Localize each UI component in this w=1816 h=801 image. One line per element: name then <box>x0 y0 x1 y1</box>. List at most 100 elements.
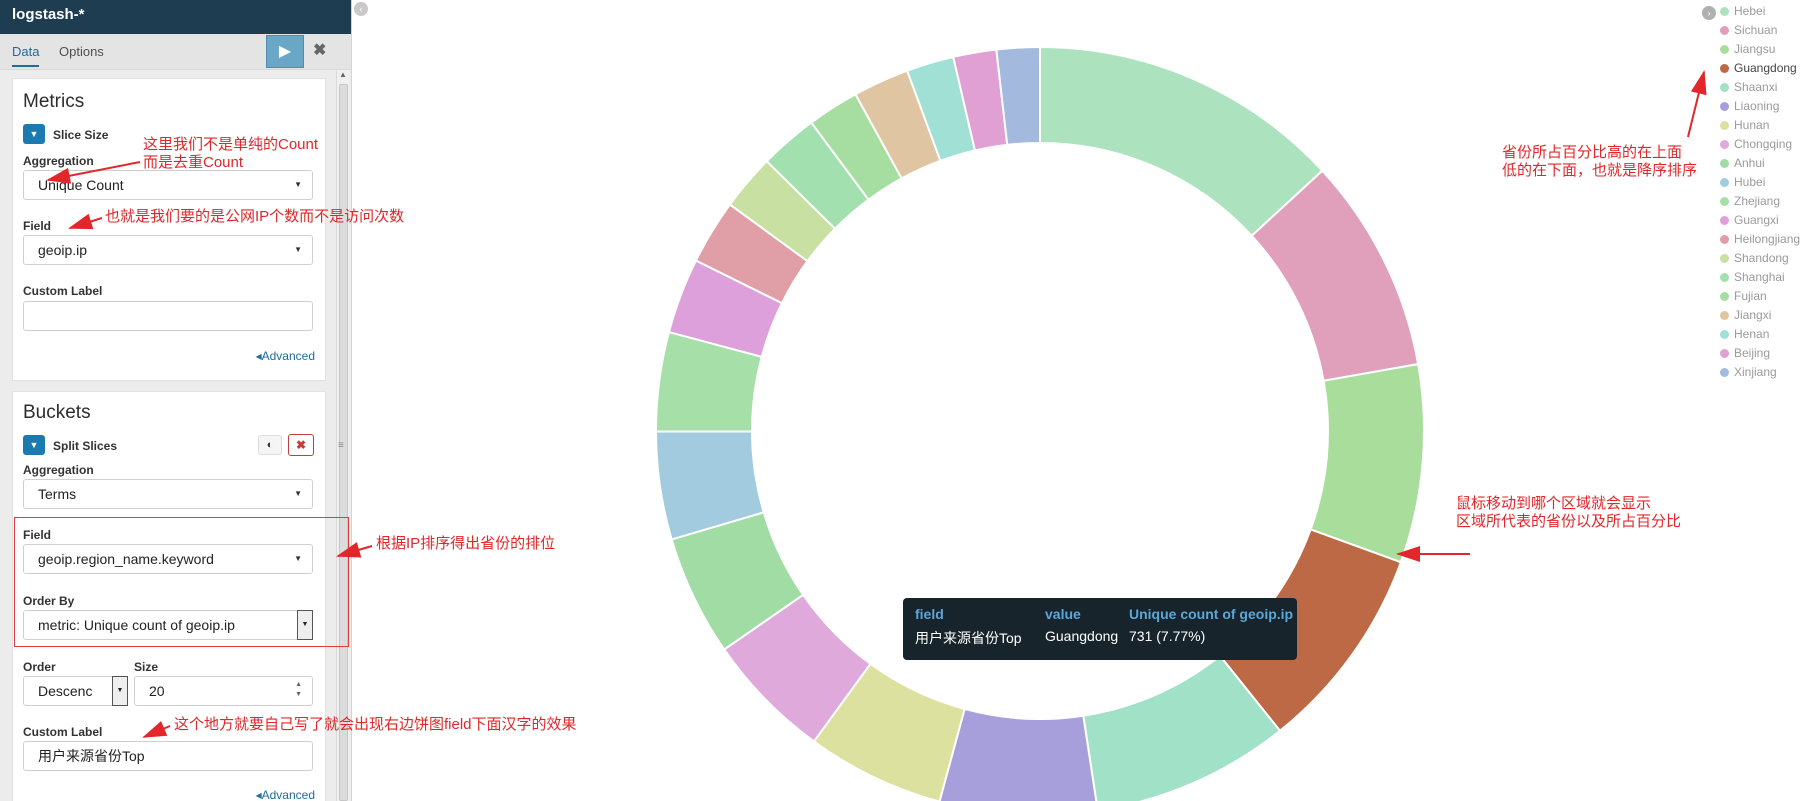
metrics-custom-label-input[interactable] <box>23 301 313 331</box>
legend-dot-icon <box>1720 26 1729 35</box>
legend-label: Fujian <box>1734 289 1767 303</box>
donut-slice-liaoning[interactable] <box>938 707 1098 801</box>
donut-slice-shaanxi[interactable] <box>1082 654 1282 801</box>
buckets-custom-label-input[interactable]: 用户来源省份Top <box>23 741 313 771</box>
toggle-icon: ◐ <box>266 439 274 451</box>
split-slices-toggle[interactable]: ▼ <box>23 435 45 455</box>
caret-left-icon: ◂ <box>255 349 262 363</box>
order-by-select[interactable]: metric: Unique count of geoip.ip ▼ <box>23 610 313 640</box>
legend-label: Hebei <box>1734 4 1766 18</box>
legend-dot-icon <box>1720 121 1729 130</box>
scroll-up-icon[interactable]: ▲ <box>339 70 347 79</box>
legend-item-guangxi[interactable]: Guangxi <box>1720 211 1800 230</box>
metrics-field-select[interactable]: geoip.ip ▼ <box>23 235 313 265</box>
legend-label: Shanghai <box>1734 270 1785 284</box>
legend-item-hubei[interactable]: Hubei <box>1720 173 1800 192</box>
tooltip-field: 用户来源省份Top <box>915 630 1022 646</box>
legend-item-xinjiang[interactable]: Xinjiang <box>1720 363 1800 382</box>
index-pattern-title: logstash-* <box>0 0 351 34</box>
legend-label: Beijing <box>1734 346 1771 360</box>
donut-slice-hebei[interactable] <box>1039 45 1324 238</box>
legend-dot-icon <box>1720 216 1729 225</box>
caret-down-icon: ▼ <box>112 676 128 706</box>
size-input[interactable]: 20 ▲ ▼ <box>134 676 313 706</box>
legend-item-fujian[interactable]: Fujian <box>1720 287 1800 306</box>
legend-dot-icon <box>1720 292 1729 301</box>
legend-item-jiangsu[interactable]: Jiangsu <box>1720 40 1800 59</box>
legend-item-henan[interactable]: Henan <box>1720 325 1800 344</box>
discard-button[interactable]: ✖ <box>313 40 326 60</box>
legend-dot-icon <box>1720 45 1729 54</box>
legend-label: Sichuan <box>1734 23 1778 37</box>
order-by-value: metric: Unique count of geoip.ip <box>38 617 235 633</box>
legend-dot-icon <box>1720 273 1729 282</box>
legend-dot-icon <box>1720 159 1729 168</box>
legend-label: Xinjiang <box>1734 365 1777 379</box>
legend-dot-icon <box>1720 7 1729 16</box>
chevron-left-icon: ‹ <box>359 4 363 14</box>
remove-aggregation-button[interactable]: ✖ <box>288 434 314 456</box>
legend-label: Jiangsu <box>1734 42 1776 56</box>
legend-item-jiangxi[interactable]: Jiangxi <box>1720 306 1800 325</box>
buckets-field-select[interactable]: geoip.region_name.keyword ▼ <box>23 544 313 574</box>
tab-data[interactable]: Data <box>12 44 40 67</box>
size-value: 20 <box>149 683 165 699</box>
tab-options[interactable]: Options <box>59 44 104 59</box>
disable-aggregation-toggle[interactable]: ◐ <box>258 435 282 455</box>
legend-item-sichuan[interactable]: Sichuan <box>1720 21 1800 40</box>
drag-grip-icon: ≡ <box>338 440 344 451</box>
legend-label: Shaanxi <box>1734 80 1778 94</box>
legend-dot-icon <box>1720 102 1729 111</box>
annotation-unique-count: 这里我们不是单纯的Count 而是去重Count <box>143 136 319 171</box>
caret-down-icon: ▼ <box>294 489 302 498</box>
legend-item-hunan[interactable]: Hunan <box>1720 116 1800 135</box>
legend-item-zhejiang[interactable]: Zhejiang <box>1720 192 1800 211</box>
legend-item-anhui[interactable]: Anhui <box>1720 154 1800 173</box>
legend-label: Shandong <box>1734 251 1789 265</box>
legend-dot-icon <box>1720 178 1729 187</box>
legend-dot-icon <box>1720 64 1729 73</box>
chart-tooltip: field value Unique count of geoip.ip 用户来… <box>903 598 1297 660</box>
spinner-icon[interactable]: ▲ ▼ <box>295 681 302 698</box>
buckets-title: Buckets <box>23 402 91 423</box>
caret-down-icon: ▼ <box>294 245 302 254</box>
legend-label: Chongqing <box>1734 137 1793 151</box>
tooltip-metric-header: Unique count of geoip.ip <box>1129 606 1294 622</box>
annotation-custom-label: 这个地方就要自己写了就会出现右边饼图field下面汉字的效果 <box>174 716 577 733</box>
chart-legend: Hebei Sichuan Jiangsu Guangdong Shaanxi Liaon… <box>1720 2 1800 382</box>
slice-size-toggle[interactable]: ▼ <box>23 124 45 144</box>
collapse-legend-button[interactable]: › <box>1702 6 1716 20</box>
size-label: Size <box>134 660 159 674</box>
legend-dot-icon <box>1720 140 1729 149</box>
tooltip-field-header: field <box>915 606 944 622</box>
apply-changes-button[interactable]: ▶ <box>266 35 304 68</box>
legend-item-guangdong[interactable]: Guangdong <box>1720 59 1800 78</box>
legend-label: Jiangxi <box>1734 308 1772 322</box>
donut-slice-xinjiang[interactable] <box>995 45 1041 146</box>
tooltip-row: 用户来源省份Top Guangdong 731 (7.77%) <box>915 628 1285 650</box>
metrics-title: Metrics <box>23 91 85 112</box>
annotation-province-rank: 根据IP排序得出省份的排位 <box>376 535 556 552</box>
metrics-advanced-link[interactable]: ◂Advanced <box>255 349 315 363</box>
buckets-advanced-link[interactable]: ◂Advanced <box>255 788 315 801</box>
buckets-aggregation-select[interactable]: Terms ▼ <box>23 479 313 509</box>
legend-item-chongqing[interactable]: Chongqing <box>1720 135 1800 154</box>
collapse-sidebar-button[interactable]: ‹ <box>354 2 368 16</box>
legend-item-shandong[interactable]: Shandong <box>1720 249 1800 268</box>
legend-label: Heilongjiang <box>1734 232 1801 246</box>
legend-item-beijing[interactable]: Beijing <box>1720 344 1800 363</box>
close-icon: ✖ <box>295 438 307 452</box>
order-select[interactable]: Descenc ▼ <box>23 676 128 706</box>
tooltip-value: Guangdong <box>1045 628 1119 644</box>
legend-item-hebei[interactable]: Hebei <box>1720 2 1800 21</box>
legend-item-heilongjiang[interactable]: Heilongjiang <box>1720 230 1800 249</box>
aggregation-label: Aggregation <box>23 463 94 477</box>
legend-item-liaoning[interactable]: Liaoning <box>1720 97 1800 116</box>
legend-item-shanghai[interactable]: Shanghai <box>1720 268 1800 287</box>
legend-dot-icon <box>1720 311 1729 320</box>
donut-slice-jiangsu[interactable] <box>1309 362 1425 564</box>
editor-scrollbar[interactable]: ▲ ≡ <box>336 70 349 801</box>
legend-item-shaanxi[interactable]: Shaanxi <box>1720 78 1800 97</box>
custom-label-label: Custom Label <box>23 284 103 298</box>
caret-down-icon: ▼ <box>297 610 313 640</box>
